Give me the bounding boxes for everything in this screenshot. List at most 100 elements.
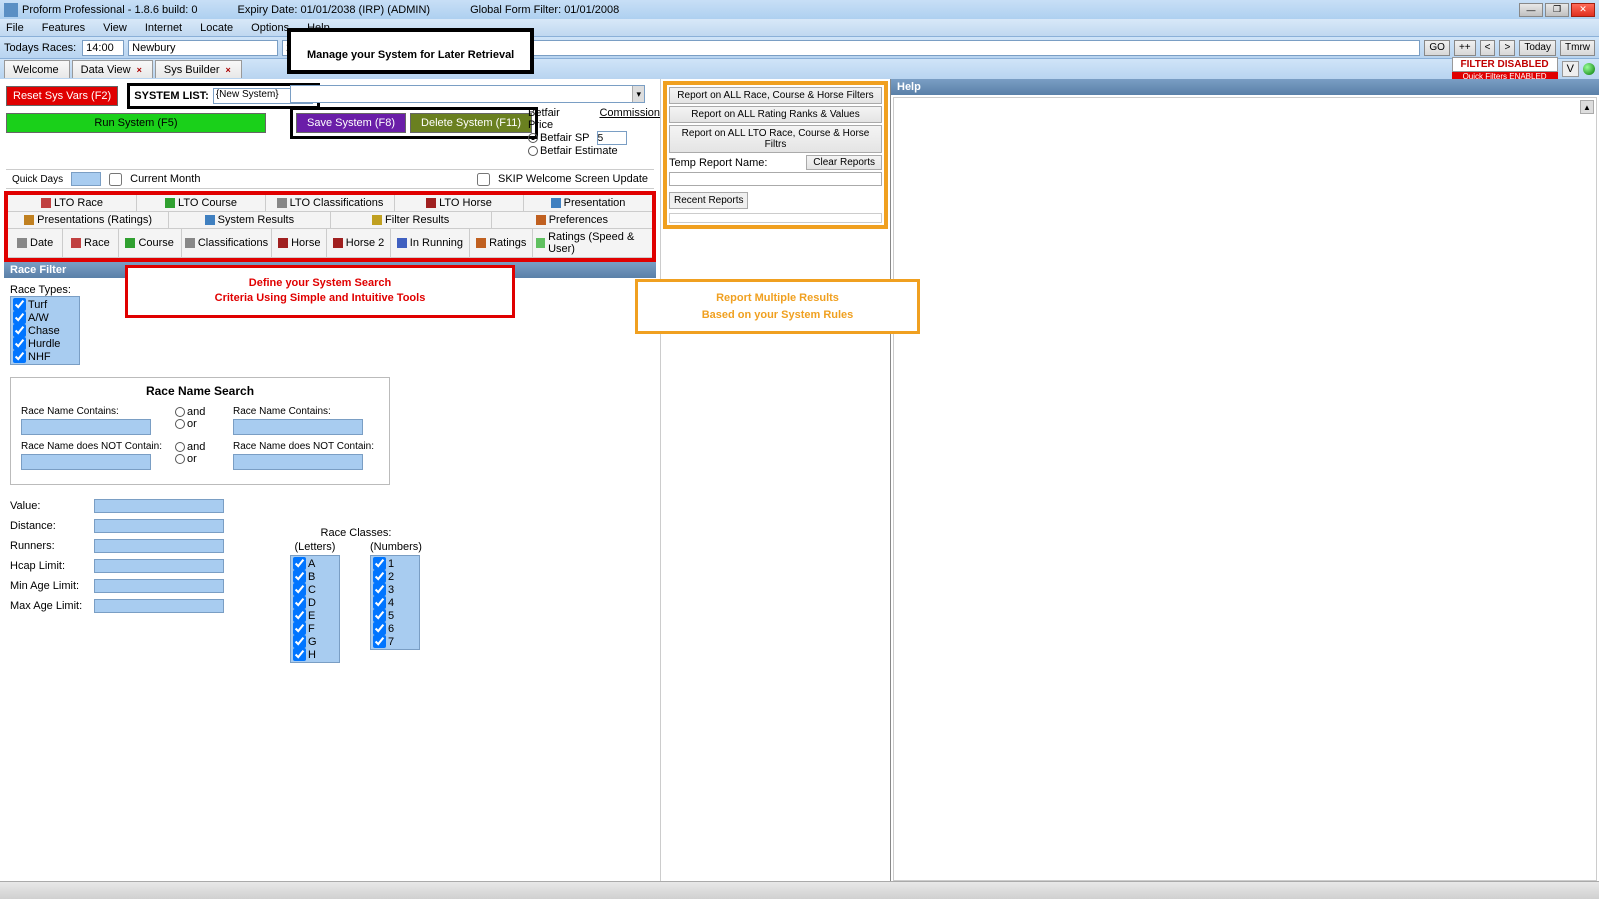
- tab-sysbuilder[interactable]: Sys Builder×: [155, 60, 242, 78]
- tab-preferences[interactable]: Preferences: [492, 212, 652, 228]
- time-field[interactable]: 14:00: [82, 40, 124, 56]
- chk-3[interactable]: [373, 583, 386, 596]
- tab-ratings[interactable]: Ratings: [470, 229, 533, 257]
- system-dropdown[interactable]: [290, 85, 645, 103]
- contains-field-2[interactable]: [233, 419, 363, 435]
- chk-c[interactable]: [293, 583, 306, 596]
- tab-race[interactable]: Race: [63, 229, 118, 257]
- chk-4[interactable]: [373, 596, 386, 609]
- clear-reports-button[interactable]: Clear Reports: [806, 155, 882, 170]
- next-button[interactable]: >: [1499, 40, 1515, 56]
- recent-reports-list: [669, 213, 882, 223]
- menu-locate[interactable]: Locate: [200, 22, 233, 34]
- tab-dataview[interactable]: Data View×: [72, 60, 153, 78]
- close-button[interactable]: ✕: [1571, 3, 1595, 17]
- maximize-button[interactable]: ❐: [1545, 3, 1569, 17]
- menu-features[interactable]: Features: [42, 22, 85, 34]
- and-radio-1[interactable]: [175, 407, 185, 417]
- close-icon[interactable]: ×: [137, 65, 142, 75]
- chk-turf[interactable]: [13, 298, 26, 311]
- maxage-field[interactable]: [94, 599, 224, 613]
- commission-input[interactable]: [597, 131, 627, 145]
- quick-days-field[interactable]: [71, 172, 101, 186]
- tab-course[interactable]: Course: [119, 229, 182, 257]
- temp-name-field[interactable]: [669, 172, 882, 186]
- tab-ratings-speed[interactable]: Ratings (Speed & User): [533, 229, 652, 257]
- minimize-button[interactable]: —: [1519, 3, 1543, 17]
- tab-lto-horse[interactable]: LTO Horse: [395, 195, 524, 211]
- tmrw-button[interactable]: Tmrw: [1560, 40, 1595, 56]
- contains-field-1[interactable]: [21, 419, 151, 435]
- notcontain-field-1[interactable]: [21, 454, 151, 470]
- menu-file[interactable]: File: [6, 22, 24, 34]
- tab-lto-race[interactable]: LTO Race: [8, 195, 137, 211]
- presentation-icon: [551, 198, 561, 208]
- chk-b[interactable]: [293, 570, 306, 583]
- and-radio-2[interactable]: [175, 442, 185, 452]
- toolbar: Todays Races: 14:00 Newbury 2m 4f GO ++ …: [0, 37, 1599, 59]
- prev-button[interactable]: <: [1480, 40, 1496, 56]
- menu-options[interactable]: Options: [251, 22, 289, 34]
- tab-lto-course[interactable]: LTO Course: [137, 195, 266, 211]
- reset-button[interactable]: Reset Sys Vars (F2): [6, 86, 118, 106]
- reports-box: Report on ALL Race, Course & Horse Filte…: [663, 81, 888, 229]
- chk-hurdle[interactable]: [13, 337, 26, 350]
- hcap-field[interactable]: [94, 559, 224, 573]
- race-types-box: Turf A/W Chase Hurdle NHF: [10, 296, 80, 365]
- tab-lto-class[interactable]: LTO Classifications: [266, 195, 395, 211]
- plusplus-button[interactable]: ++: [1454, 40, 1476, 56]
- or-radio-1[interactable]: [175, 419, 185, 429]
- betfair-sp-radio[interactable]: [528, 133, 538, 143]
- report-lto-button[interactable]: Report on ALL LTO Race, Course & Horse F…: [669, 125, 882, 153]
- chk-e[interactable]: [293, 609, 306, 622]
- chk-nhf[interactable]: [13, 350, 26, 363]
- tab-horse[interactable]: Horse: [272, 229, 327, 257]
- chk-chase[interactable]: [13, 324, 26, 337]
- runners-field[interactable]: [94, 539, 224, 553]
- tab-pres-ratings[interactable]: Presentations (Ratings): [8, 212, 169, 228]
- tab-class[interactable]: Classifications: [182, 229, 272, 257]
- minage-field[interactable]: [94, 579, 224, 593]
- tab-presentation[interactable]: Presentation: [524, 195, 652, 211]
- notcontain-field-2[interactable]: [233, 454, 363, 470]
- today-button[interactable]: Today: [1519, 40, 1556, 56]
- run-button[interactable]: Run System (F5): [6, 113, 266, 133]
- chk-1[interactable]: [373, 557, 386, 570]
- chk-d[interactable]: [293, 596, 306, 609]
- scroll-up-icon[interactable]: ▲: [1580, 100, 1594, 114]
- chk-5[interactable]: [373, 609, 386, 622]
- go-button[interactable]: GO: [1424, 40, 1450, 56]
- chk-a[interactable]: [293, 557, 306, 570]
- callout-define: Define your System Search Criteria Using…: [125, 265, 515, 318]
- value-field[interactable]: [94, 499, 224, 513]
- chk-g[interactable]: [293, 635, 306, 648]
- skip-welcome-checkbox[interactable]: [477, 173, 490, 186]
- chk-aw[interactable]: [13, 311, 26, 324]
- delete-button[interactable]: Delete System (F11): [410, 113, 532, 133]
- current-month-checkbox[interactable]: [109, 173, 122, 186]
- class-icon: [185, 238, 195, 248]
- course-field[interactable]: Newbury: [128, 40, 278, 56]
- save-button[interactable]: Save System (F8): [296, 113, 406, 133]
- tab-date[interactable]: Date: [8, 229, 63, 257]
- tab-horse2[interactable]: Horse 2: [327, 229, 390, 257]
- chk-6[interactable]: [373, 622, 386, 635]
- close-icon[interactable]: ×: [226, 65, 231, 75]
- chk-h[interactable]: [293, 648, 306, 661]
- chk-7[interactable]: [373, 635, 386, 648]
- report-all-button[interactable]: Report on ALL Race, Course & Horse Filte…: [669, 87, 882, 104]
- or-radio-2[interactable]: [175, 454, 185, 464]
- menu-view[interactable]: View: [103, 22, 127, 34]
- chk-2[interactable]: [373, 570, 386, 583]
- tab-welcome[interactable]: Welcome: [4, 60, 70, 78]
- tab-filter-results[interactable]: Filter Results: [331, 212, 492, 228]
- menu-internet[interactable]: Internet: [145, 22, 182, 34]
- hcap-label: Hcap Limit:: [10, 560, 90, 572]
- tab-inrunning[interactable]: In Running: [391, 229, 470, 257]
- tab-sys-results[interactable]: System Results: [169, 212, 330, 228]
- betfair-est-radio[interactable]: [528, 146, 538, 156]
- report-ratings-button[interactable]: Report on ALL Rating Ranks & Values: [669, 106, 882, 123]
- distance-field[interactable]: [94, 519, 224, 533]
- v-button[interactable]: V: [1562, 61, 1579, 77]
- chk-f[interactable]: [293, 622, 306, 635]
